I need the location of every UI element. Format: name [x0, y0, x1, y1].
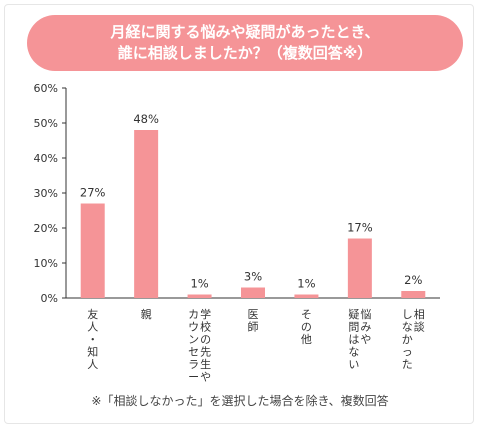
x-tick-label-char: セ: [188, 346, 199, 359]
x-tick-label-char: そ: [301, 308, 312, 321]
x-tick-label-char: 親: [141, 308, 152, 321]
y-tick-label: 10%: [34, 257, 58, 270]
bar: [134, 130, 159, 298]
x-tick-label-char: っ: [402, 346, 413, 359]
data-label: 17%: [347, 221, 373, 235]
x-tick-label-char: カ: [188, 308, 199, 321]
x-tick-label-char: 他: [301, 333, 312, 346]
x-tick-label-char: の: [200, 333, 211, 346]
y-tick-label: 30%: [34, 187, 58, 200]
x-tick-label-char: 友: [87, 307, 98, 321]
x-tick-label-char: ン: [188, 333, 199, 346]
x-tick-label-char: 問: [348, 321, 359, 334]
data-label: 1%: [297, 277, 315, 291]
x-tick-label-char: 師: [248, 321, 259, 334]
chart-title-line-2: 誰に相談しましたか？（複数回答※）: [117, 44, 373, 62]
x-tick-label-char: 人: [87, 321, 98, 334]
bar: [241, 287, 265, 298]
x-tick-label-char: ラ: [188, 358, 199, 371]
x-tick-label-char: ウ: [188, 321, 199, 334]
chart-title: 月経に関する悩みや疑問があったとき、 誰に相談しましたか？（複数回答※）: [27, 15, 463, 71]
x-tick-label-char: 医: [248, 308, 259, 321]
y-tick-label: 20%: [34, 222, 58, 235]
bar: [347, 238, 372, 298]
x-tick-label-char: み: [360, 321, 371, 334]
bar: [187, 294, 212, 298]
x-tick-label-char: や: [360, 333, 371, 346]
chart-title-line-1: 月経に関する悩みや疑問があったとき、: [110, 23, 380, 41]
footnote: ※「相談しなかった」を選択した場合を除き、複数回答: [91, 394, 389, 408]
x-tick-label-char: な: [348, 346, 359, 359]
bar: [401, 291, 426, 298]
x-tick-label-char: 校: [200, 320, 211, 334]
data-label: 27%: [80, 186, 106, 200]
y-tick-label: 40%: [34, 152, 58, 165]
y-tick-label: 50%: [34, 117, 58, 130]
data-label: 1%: [190, 277, 208, 291]
x-tick-label-char: の: [301, 321, 312, 334]
bar: [294, 294, 319, 298]
x-tick-label-char: た: [402, 358, 413, 371]
x-tick-label-char: 疑: [348, 308, 359, 321]
data-label: 48%: [133, 112, 159, 126]
x-tick-label-char: 相: [414, 308, 425, 321]
x-tick-label-char: な: [402, 321, 413, 334]
x-tick-label-char: 生: [200, 357, 211, 371]
x-tick-label-char: し: [402, 308, 413, 321]
x-tick-label-char: 人: [87, 358, 98, 371]
x-tick-label-char: ー: [188, 371, 199, 384]
x-tick-label-char: 知: [87, 345, 98, 359]
x-tick-label-char: は: [348, 333, 359, 346]
x-tick-label-char: ・: [87, 333, 98, 346]
data-label: 2%: [404, 273, 422, 287]
bar: [80, 203, 105, 298]
x-tick-label-char: 学: [200, 307, 211, 321]
x-tick-label-char: い: [348, 358, 359, 371]
data-label: 3%: [244, 270, 262, 284]
y-tick-label: 60%: [34, 82, 58, 95]
x-tick-label-char: 談: [414, 320, 425, 334]
y-tick-label: 0%: [41, 292, 58, 305]
x-tick-label-char: 悩: [360, 307, 371, 321]
x-tick-label-char: 先: [200, 346, 211, 359]
x-tick-label-char: や: [200, 371, 211, 384]
x-tick-label-char: か: [402, 333, 413, 346]
